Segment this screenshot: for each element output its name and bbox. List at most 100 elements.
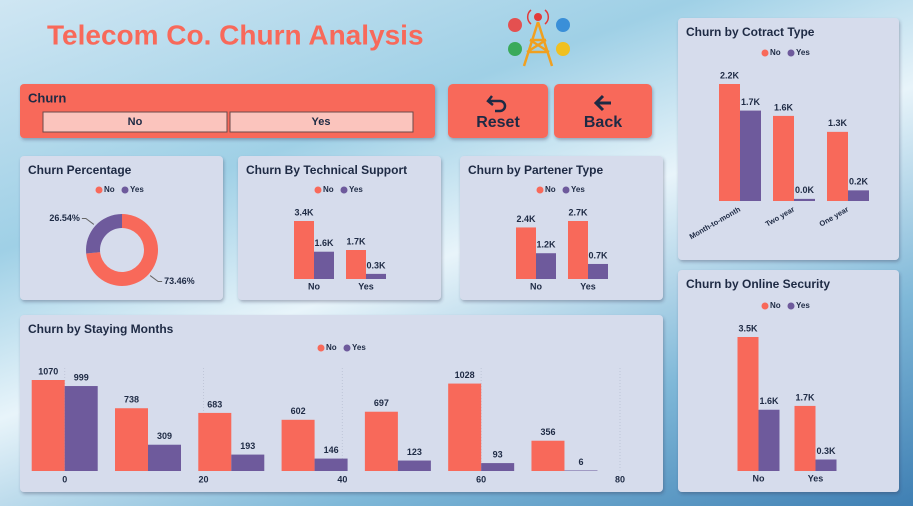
leader-line bbox=[81, 217, 95, 225]
slicer-option[interactable] bbox=[229, 111, 414, 133]
x-tick-label: No bbox=[753, 473, 765, 483]
bar bbox=[564, 470, 598, 471]
bar bbox=[231, 454, 265, 471]
data-label: 697 bbox=[374, 398, 389, 408]
bar bbox=[314, 251, 334, 279]
chart-title: Churn By Technical Support bbox=[246, 163, 407, 177]
legend-marker bbox=[536, 186, 544, 194]
slicer-option[interactable] bbox=[42, 111, 228, 133]
legend-label: No bbox=[770, 301, 781, 310]
bar bbox=[531, 440, 565, 471]
bar bbox=[719, 84, 740, 201]
bar bbox=[737, 337, 759, 471]
data-label: 356 bbox=[540, 427, 555, 437]
legend-label: Yes bbox=[796, 48, 810, 57]
legend-label: No bbox=[104, 185, 115, 194]
legend-label: Yes bbox=[571, 185, 585, 194]
data-label: 1.7K bbox=[741, 97, 761, 107]
data-label: 1.6K bbox=[774, 102, 794, 112]
bar bbox=[294, 221, 314, 279]
x-tick-label: 60 bbox=[476, 474, 486, 484]
chart-title: Churn by Partener Type bbox=[468, 163, 603, 177]
slicer: Churn No Yes bbox=[20, 84, 435, 138]
data-label: 2.2K bbox=[720, 70, 740, 80]
legend-marker bbox=[787, 302, 795, 310]
bar bbox=[536, 253, 556, 279]
chart-title: Churn by Online Security bbox=[686, 277, 830, 291]
bar bbox=[516, 227, 536, 279]
chart-title: Churn by Staying Months bbox=[28, 322, 174, 336]
data-label: 146 bbox=[324, 445, 339, 455]
bar bbox=[815, 459, 837, 471]
legend-marker bbox=[761, 302, 769, 310]
legend-marker bbox=[343, 344, 351, 352]
donut-slice bbox=[86, 214, 122, 254]
chart-title: Churn Percentage bbox=[28, 163, 132, 177]
legend-label: No bbox=[326, 343, 337, 352]
x-tick-label: 0 bbox=[62, 474, 67, 484]
slicer-option-label[interactable]: Yes bbox=[312, 116, 331, 128]
data-label: 309 bbox=[157, 431, 172, 441]
x-tick-label: Yes bbox=[808, 473, 824, 483]
data-label: 1070 bbox=[38, 366, 58, 376]
bar bbox=[64, 386, 98, 471]
x-tick-label: No bbox=[308, 281, 320, 291]
legend-label: No bbox=[323, 185, 334, 194]
legend-marker bbox=[317, 344, 325, 352]
bar bbox=[346, 250, 366, 279]
x-tick-label: 20 bbox=[199, 474, 209, 484]
data-label: 1028 bbox=[455, 370, 475, 380]
bar bbox=[364, 411, 398, 471]
data-label: 0.0K bbox=[795, 185, 815, 195]
legend-label: No bbox=[545, 185, 556, 194]
data-label: 1.6K bbox=[314, 238, 334, 248]
slicer-option-label[interactable]: No bbox=[128, 116, 143, 128]
data-label: 683 bbox=[207, 399, 222, 409]
chart-title: Churn by Cotract Type bbox=[686, 25, 815, 39]
bar bbox=[773, 115, 794, 201]
bar bbox=[481, 463, 515, 471]
data-label: 0.3K bbox=[816, 446, 836, 456]
bar bbox=[31, 380, 65, 471]
x-tick-label: Yes bbox=[358, 281, 374, 291]
bar bbox=[740, 110, 761, 201]
data-label: 1.2K bbox=[536, 240, 556, 250]
tower-icon bbox=[508, 9, 570, 67]
legend-marker bbox=[761, 49, 769, 57]
data-label: 738 bbox=[124, 395, 139, 405]
legend-marker bbox=[95, 186, 103, 194]
x-tick-label: No bbox=[530, 281, 542, 291]
data-label: 26.54% bbox=[49, 213, 80, 223]
bar bbox=[314, 458, 348, 471]
data-label: 3.5K bbox=[738, 323, 758, 333]
bar bbox=[281, 419, 315, 471]
bar bbox=[198, 412, 232, 471]
legend-marker bbox=[562, 186, 570, 194]
legend-label: Yes bbox=[349, 185, 363, 194]
donut-slice bbox=[86, 214, 158, 287]
back-button[interactable]: Back bbox=[554, 84, 652, 138]
data-label: 602 bbox=[291, 406, 306, 416]
bar bbox=[568, 221, 588, 279]
panel bbox=[460, 156, 663, 300]
legend-label: Yes bbox=[130, 185, 144, 194]
data-label: 0.7K bbox=[588, 250, 608, 260]
data-label: 1.6K bbox=[759, 396, 779, 406]
slicer-title: Churn bbox=[28, 90, 66, 105]
button-label[interactable]: Back bbox=[584, 114, 622, 131]
bar bbox=[794, 198, 815, 201]
x-tick-label: 80 bbox=[615, 474, 625, 484]
legend-marker bbox=[121, 186, 129, 194]
legend-label: No bbox=[770, 48, 781, 57]
bar bbox=[448, 383, 482, 471]
button-label[interactable]: Reset bbox=[476, 114, 520, 131]
data-label: 193 bbox=[240, 441, 255, 451]
legend-marker bbox=[340, 186, 348, 194]
data-label: 1.7K bbox=[795, 392, 815, 402]
legend-label: Yes bbox=[796, 301, 810, 310]
bar bbox=[827, 131, 848, 201]
reset-button[interactable]: Reset bbox=[448, 84, 548, 138]
legend-marker bbox=[787, 49, 795, 57]
data-label: 0.2K bbox=[849, 177, 869, 187]
bar bbox=[758, 409, 780, 471]
